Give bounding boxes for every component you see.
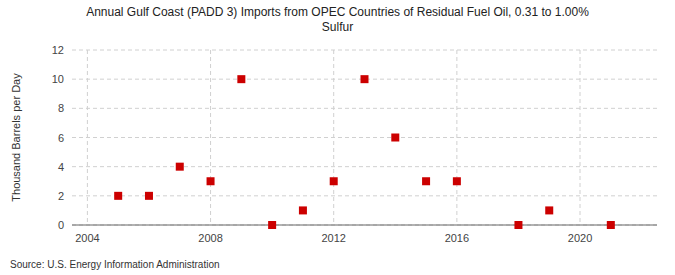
x-grid-line xyxy=(333,50,334,225)
grid xyxy=(72,50,657,225)
y-grid-line xyxy=(72,108,657,109)
y-tick-label: 4 xyxy=(58,161,64,173)
point xyxy=(299,206,307,214)
x-grid-line xyxy=(87,50,88,225)
chart-svg: Annual Gulf Coast (PADD 3) Imports from … xyxy=(0,0,675,275)
y-grid-line xyxy=(72,166,657,167)
x-grid-line xyxy=(210,50,211,225)
point xyxy=(422,177,430,185)
y-grid-line xyxy=(72,225,657,226)
point xyxy=(176,163,184,171)
point xyxy=(145,192,153,200)
point xyxy=(545,206,553,214)
y-tick-label: 10 xyxy=(52,73,64,85)
y-tick-label: 8 xyxy=(58,102,64,114)
x-grid-line xyxy=(580,50,581,225)
source-note: Source: U.S. Energy Information Administ… xyxy=(10,259,220,270)
chart-container: Annual Gulf Coast (PADD 3) Imports from … xyxy=(0,0,675,275)
x-tick-label: 2016 xyxy=(445,232,469,244)
point xyxy=(237,75,245,83)
y-tick-label: 0 xyxy=(58,219,64,231)
x-axis-line xyxy=(72,225,657,226)
point xyxy=(207,177,215,185)
point xyxy=(453,177,461,185)
x-tick-label: 2004 xyxy=(75,232,99,244)
x-grid-line xyxy=(456,50,457,225)
title: Annual Gulf Coast (PADD 3) Imports from … xyxy=(86,5,589,34)
x-tick-label: 2012 xyxy=(321,232,345,244)
point xyxy=(268,221,276,229)
x-tick-label: 2020 xyxy=(568,232,592,244)
y-grid-line xyxy=(72,50,657,51)
y-axis-label: Thousand Barrels per Day xyxy=(10,73,22,202)
points xyxy=(114,75,615,229)
point xyxy=(607,221,615,229)
point xyxy=(114,192,122,200)
point xyxy=(330,177,338,185)
y-tick-label: 6 xyxy=(58,132,64,144)
x-tick-label: 2008 xyxy=(198,232,222,244)
y-grid-line xyxy=(72,137,657,138)
y-tick-label: 12 xyxy=(52,44,64,56)
point xyxy=(391,134,399,142)
title-line: Sulfur xyxy=(322,20,353,34)
title-line: Annual Gulf Coast (PADD 3) Imports from … xyxy=(86,5,589,19)
point xyxy=(514,221,522,229)
y-tick-label: 2 xyxy=(58,190,64,202)
point xyxy=(361,75,369,83)
y-grid-line xyxy=(72,195,657,196)
